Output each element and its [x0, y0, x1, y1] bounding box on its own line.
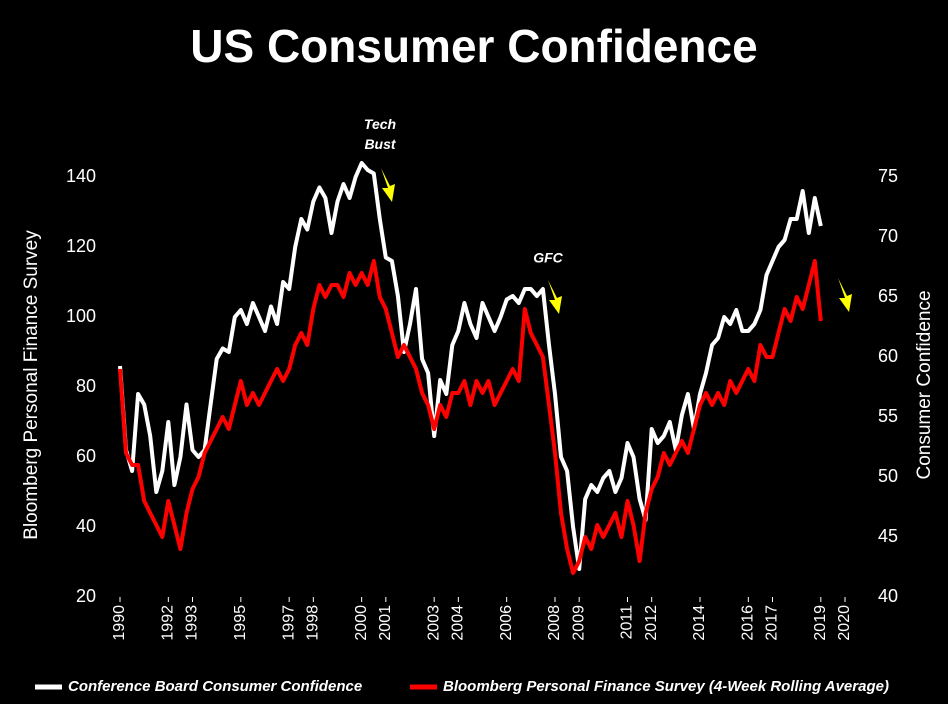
x-tick-label: 2016 — [740, 605, 757, 641]
x-tick-label: 2003 — [425, 605, 442, 641]
legend-label: Bloomberg Personal Finance Survey (4-Wee… — [443, 678, 889, 695]
y2-tick-label: 55 — [878, 406, 898, 426]
x-tick-label: 2008 — [546, 605, 563, 641]
y2-tick-label: 70 — [878, 226, 898, 246]
x-tick-label: 2009 — [570, 605, 587, 641]
x-tick-label: 1997 — [280, 605, 297, 641]
y-tick-label: 60 — [76, 446, 96, 466]
y-tick-label: 20 — [76, 586, 96, 606]
arrow — [548, 280, 562, 314]
x-tick-label: 1990 — [111, 605, 128, 641]
legend-label: Conference Board Consumer Confidence — [68, 678, 362, 695]
x-tick-label: 2001 — [377, 605, 394, 641]
x-tick-label: 1995 — [232, 605, 249, 641]
arrow — [381, 168, 395, 202]
x-tick-label: 1993 — [184, 605, 201, 641]
annotation: Tech Bust — [364, 116, 397, 152]
x-tick-label: 2000 — [353, 605, 370, 641]
y2-tick-label: 75 — [878, 166, 898, 186]
series-line — [118, 259, 823, 575]
y-axis-title: Bloomberg Personal Finance Survey — [21, 230, 42, 540]
x-tick-label: 2011 — [619, 605, 636, 640]
y2-tick-label: 60 — [878, 346, 898, 366]
y2-tick-label: 40 — [878, 586, 898, 606]
annotation: GFC — [533, 250, 563, 266]
y2-tick-label: 50 — [878, 466, 898, 486]
series-line — [118, 161, 823, 571]
x-tick-label: 2017 — [764, 605, 781, 641]
y-tick-label: 40 — [76, 516, 96, 536]
arrow — [838, 278, 852, 312]
x-tick-label: 2020 — [836, 605, 853, 641]
x-tick-label: 2004 — [450, 605, 467, 641]
y-tick-label: 120 — [66, 236, 96, 256]
y2-tick-label: 45 — [878, 526, 898, 546]
x-tick-label: 2012 — [643, 605, 660, 641]
x-tick-label: 2006 — [498, 605, 515, 641]
x-tick-label: 1998 — [305, 605, 322, 641]
y-tick-label: 100 — [66, 306, 96, 326]
y2-tick-label: 65 — [878, 286, 898, 306]
y-tick-label: 140 — [66, 166, 96, 186]
y-tick-label: 80 — [76, 376, 96, 396]
x-tick-label: 2019 — [812, 605, 829, 641]
chart-title: US Consumer Confidence — [190, 20, 757, 72]
x-tick-label: 2014 — [691, 605, 708, 641]
x-tick-label: 1992 — [160, 605, 177, 641]
y2-axis-title: Consumer Confidence — [914, 290, 935, 479]
